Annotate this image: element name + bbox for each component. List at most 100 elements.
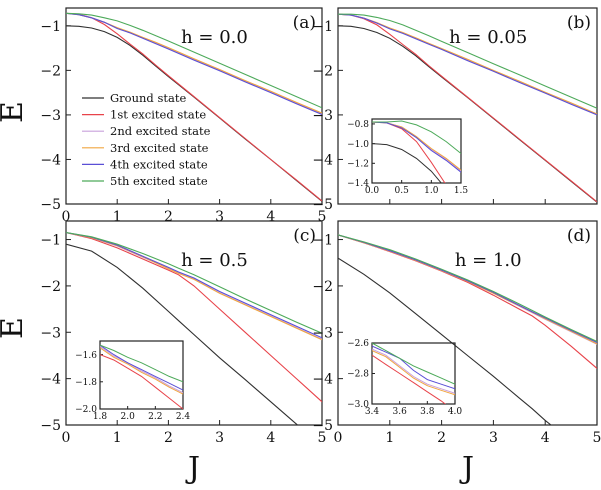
series-line-1st-excited-state bbox=[66, 232, 322, 403]
inset-x-tick-label: 0.5 bbox=[395, 186, 410, 196]
inset-y-tick-label: −3.0 bbox=[347, 400, 369, 410]
inset-x-tick-label: 1.8 bbox=[93, 412, 108, 422]
series-line-4th-excited-state bbox=[66, 12, 322, 116]
inset-x-tick-label: 2.4 bbox=[176, 412, 191, 422]
panel-label: (c) bbox=[293, 226, 316, 246]
series-line-4th-excited-state bbox=[338, 13, 597, 116]
y-tick-label: −4 bbox=[312, 152, 333, 168]
y-tick-label: −2 bbox=[40, 63, 61, 79]
inset-series-line-1st-excited-state bbox=[100, 354, 183, 409]
y-axis-label: E bbox=[0, 317, 30, 339]
plot-frame bbox=[65, 7, 323, 205]
x-tick-label: 2 bbox=[164, 209, 173, 225]
x-tick-label: 4 bbox=[266, 209, 275, 225]
panel-c: −1 −2 −3 −4 −50 1 2 3 4 5 (c) h = 0.5 −1.6 −1.8 −2.01.… bbox=[40, 220, 327, 446]
legend-entry: Ground state bbox=[110, 91, 186, 105]
panel-a: −1 −2 −3 −4 −50 1 2 3 4 5 (a) h = 0.0 bbox=[40, 7, 327, 225]
inset-y-tick-label: −1.2 bbox=[347, 160, 369, 170]
x-tick-label: 1 bbox=[385, 430, 394, 446]
series-line-5th-excited-state bbox=[338, 234, 597, 342]
inset-plot-frame bbox=[371, 342, 456, 405]
inset-x-tick-label: 3.6 bbox=[393, 407, 408, 417]
legend-entry: 5th excited state bbox=[110, 174, 208, 188]
series-line-ground-state bbox=[338, 257, 552, 425]
panel-b: −1 −2 −3 −4 −5 (b) h = 0.05 −0.8 −1.0 −1.2 −1.40.0… bbox=[312, 7, 598, 213]
y-tick-label: −4 bbox=[40, 372, 61, 388]
legend-entry: 1st excited state bbox=[110, 108, 206, 122]
inset-x-tick-label: 1.0 bbox=[424, 186, 439, 196]
y-tick-label: −3 bbox=[312, 108, 333, 124]
panel-d: −1−2−3−4−50 1 2 3 4 5(d)h = 1.0−2.6−2.8−3.03.… bbox=[312, 220, 601, 446]
plot-frame bbox=[65, 220, 323, 426]
inset-x-tick-label: 1.5 bbox=[454, 186, 469, 196]
inset-plot: −0.8 −1.0 −1.2 −1.40.0 0.5 1.0 1.5 bbox=[347, 118, 469, 196]
y-tick-label: −4 bbox=[312, 372, 333, 388]
inset-y-tick-label: −0.8 bbox=[347, 120, 369, 130]
series-line-5th-excited-state bbox=[66, 232, 322, 334]
series-line-1st-excited-state bbox=[66, 12, 322, 202]
inset-y-tick-label: −2.6 bbox=[347, 339, 369, 349]
x-tick-label: 4 bbox=[541, 430, 550, 446]
panel-title: h = 1.0 bbox=[455, 250, 522, 271]
series-line-ground-state bbox=[66, 243, 299, 425]
y-tick-label: −2 bbox=[312, 279, 333, 295]
x-tick-label: 2 bbox=[164, 430, 173, 446]
inset-series-line-4th-excited-state bbox=[372, 121, 461, 173]
inset-series-line-2nd-excited-state bbox=[100, 345, 183, 394]
y-tick-label: −1 bbox=[312, 233, 333, 249]
panel-title: h = 0.0 bbox=[181, 27, 248, 48]
inset-x-tick-label: 0.0 bbox=[365, 186, 380, 196]
inset-plot: −1.6 −1.8 −2.01.8 2.0 2.2 2.4 bbox=[75, 340, 191, 422]
x-tick-label: 0 bbox=[62, 430, 71, 446]
inset-plot: −2.6 −2.8 −3.03.4 3.6 3.8 4.0 bbox=[347, 339, 462, 417]
inset-series-line-5th-excited-state bbox=[100, 344, 183, 383]
y-tick-label: −5 bbox=[312, 418, 333, 434]
x-tick-label: 3 bbox=[489, 430, 498, 446]
y-tick-label: −1 bbox=[40, 19, 61, 35]
legend-entry: 2nd excited state bbox=[110, 124, 211, 138]
inset-series-line-1st-excited-state bbox=[372, 121, 446, 183]
inset-series-line-2nd-excited-state bbox=[372, 121, 461, 172]
x-tick-label: 5 bbox=[318, 209, 327, 225]
inset-series-line-ground-state bbox=[372, 143, 442, 183]
x-axis-label: J bbox=[185, 451, 200, 486]
series-line-4th-excited-state bbox=[338, 234, 597, 343]
inset-x-tick-label: 3.4 bbox=[365, 407, 380, 417]
legend: Ground state 1st excited state 2nd excited… bbox=[82, 91, 211, 188]
y-tick-label: −4 bbox=[40, 152, 61, 168]
inset-x-tick-label: 3.8 bbox=[420, 407, 435, 417]
inset-series-line-3rd-excited-state bbox=[100, 347, 183, 395]
series-line-5th-excited-state bbox=[66, 12, 322, 109]
legend-entry: 4th excited state bbox=[110, 157, 208, 171]
x-axis-label: J bbox=[459, 451, 474, 486]
x-tick-label: 5 bbox=[593, 430, 601, 446]
x-tick-label: 0 bbox=[334, 430, 343, 446]
panel-title: h = 0.5 bbox=[181, 250, 248, 271]
y-tick-label: −1 bbox=[312, 19, 333, 35]
x-tick-label: 1 bbox=[113, 209, 122, 225]
y-tick-label: −2 bbox=[312, 63, 333, 79]
panel-label: (d) bbox=[567, 226, 591, 246]
inset-series-line-4th-excited-state bbox=[100, 344, 183, 391]
y-tick-label: −3 bbox=[40, 108, 61, 124]
y-axis-label: E bbox=[0, 101, 30, 123]
inset-y-tick-label: −1.4 bbox=[347, 179, 369, 189]
y-tick-label: −5 bbox=[40, 197, 61, 213]
y-tick-label: −5 bbox=[312, 197, 333, 213]
inset-series-line-3rd-excited-state bbox=[372, 350, 455, 396]
inset-series-line-3rd-excited-state bbox=[372, 121, 461, 171]
x-tick-label: 0 bbox=[62, 209, 71, 225]
plot-frame bbox=[337, 7, 598, 205]
series-line-5th-excited-state bbox=[338, 13, 597, 109]
y-tick-label: −1 bbox=[40, 233, 61, 249]
x-tick-label: 5 bbox=[318, 430, 327, 446]
legend-entry: 3rd excited state bbox=[110, 141, 209, 155]
x-tick-label: 3 bbox=[215, 430, 224, 446]
inset-plot-frame bbox=[371, 118, 462, 184]
inset-y-tick-label: −1.8 bbox=[75, 378, 97, 388]
panel-label: (b) bbox=[567, 13, 591, 33]
inset-series-line-1st-excited-state bbox=[372, 354, 447, 404]
inset-x-tick-label: 4.0 bbox=[448, 407, 463, 417]
inset-y-tick-label: −2.8 bbox=[347, 370, 369, 380]
